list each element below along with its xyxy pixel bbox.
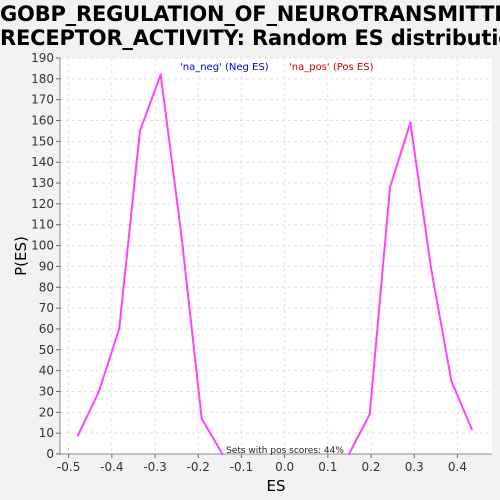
x-tick-label: -0.4 <box>100 460 123 474</box>
y-tick-label: 160 <box>31 114 54 128</box>
data-point <box>138 129 142 133</box>
data-point <box>388 186 392 189</box>
y-tick-label: 120 <box>31 197 54 211</box>
axes <box>59 58 492 455</box>
x-tick-label: 0.2 <box>361 460 380 474</box>
y-tick-label: 70 <box>39 301 54 315</box>
y-tick-label: 100 <box>31 239 54 253</box>
x-tick-label: 0.3 <box>405 460 424 474</box>
data-point <box>200 417 203 420</box>
x-axis-label: ES <box>267 477 286 495</box>
plot-area <box>60 58 492 454</box>
grid-lines <box>60 57 492 455</box>
y-tick-label: 130 <box>31 176 54 190</box>
y-tick-label: 0 <box>46 447 54 461</box>
y-tick-label: 140 <box>31 155 54 169</box>
y-tick-label: 10 <box>39 426 54 440</box>
pos-scores-annotation: Sets with pos scores: 44% <box>226 446 344 456</box>
chart-title-line-1: GOBP_REGULATION_OF_NEUROTRANSMITTER_ <box>0 2 500 26</box>
legend: 'na_neg' (Neg ES) 'na_pos' (Pos ES) <box>180 62 374 73</box>
legend-entry-neg: 'na_neg' (Neg ES) <box>180 62 269 73</box>
x-tick-label: 0.1 <box>318 460 337 474</box>
data-point <box>409 121 412 124</box>
y-tick-label: 40 <box>39 364 54 378</box>
data-point <box>159 73 162 76</box>
y-tick-label: 90 <box>39 259 54 273</box>
data-point <box>180 234 183 237</box>
es-distribution-series-1 <box>77 73 224 455</box>
y-tick-label: 80 <box>39 280 54 294</box>
x-tick-label: 0.4 <box>448 460 467 474</box>
y-tick-label: 190 <box>31 51 54 65</box>
x-tick-label: -0.2 <box>187 460 210 474</box>
y-tick-label: 50 <box>39 343 54 357</box>
y-tick-label: 30 <box>39 384 54 398</box>
x-tick-label: 0.0 <box>275 460 294 474</box>
y-tick-label: 20 <box>39 405 54 419</box>
data-point <box>470 427 473 431</box>
x-tick-label: -0.1 <box>230 460 253 474</box>
y-tick-label: 110 <box>31 218 54 232</box>
data-point <box>347 452 351 456</box>
x-tick-label: -0.3 <box>143 460 166 474</box>
data-point <box>76 434 80 437</box>
chart-title-line-2: RECEPTOR_ACTIVITY: Random ES distributio… <box>0 26 500 50</box>
ticks: 0 10 20 30 40 50 60 70 80 90 100 110 120 130 140 150 160… <box>31 51 467 474</box>
y-tick-label: 180 <box>31 72 54 86</box>
data-point <box>429 267 433 270</box>
data-point <box>118 327 121 331</box>
data-point <box>450 379 453 383</box>
y-tick-label: 60 <box>39 322 54 336</box>
y-tick-label: 150 <box>31 134 54 148</box>
x-tick-label: -0.5 <box>57 460 80 474</box>
data-point <box>221 452 224 456</box>
legend-entry-pos: 'na_pos' (Pos ES) <box>289 62 374 73</box>
y-tick-label: 170 <box>31 93 54 107</box>
y-axis-label: P(ES) <box>12 236 30 276</box>
data-point <box>368 413 371 416</box>
series-layer <box>76 73 473 456</box>
data-point <box>97 390 101 393</box>
